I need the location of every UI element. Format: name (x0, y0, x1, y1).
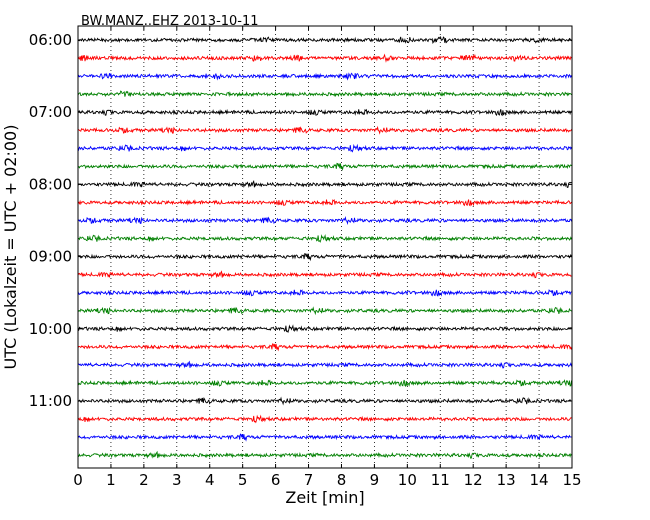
trace-0830 (77, 215, 572, 225)
x-tick-label: 10 (398, 471, 417, 489)
trace-0645 (77, 90, 572, 98)
x-tick-label: 7 (304, 471, 314, 489)
trace-0700 (77, 108, 572, 117)
trace-1045 (77, 379, 572, 387)
x-tick-label: 12 (464, 471, 483, 489)
x-tick-label: 13 (497, 471, 516, 489)
trace-1030 (77, 360, 572, 369)
trace-0600 (77, 36, 572, 45)
trace-1145 (77, 450, 572, 459)
y-axis-label: UTC (Lokalzeit = UTC + 02:00) (1, 125, 20, 370)
x-tick-label: 11 (431, 471, 450, 489)
y-tick-label: 10:00 (29, 320, 72, 338)
trace-0730 (77, 143, 572, 153)
trace-0915 (77, 270, 572, 279)
x-axis-label: Zeit [min] (285, 488, 364, 507)
x-axis: 0 1 2 3 4 5 6 7 8 9 10 11 12 13 14 15 (73, 26, 582, 489)
chart-title: BW.MANZ..EHZ 2013-10-11 (81, 14, 259, 29)
trace-1000 (77, 324, 572, 334)
trace-1100 (77, 396, 572, 406)
x-tick-label: 5 (238, 471, 248, 489)
trace-1015 (77, 343, 572, 352)
x-tick-label: 3 (172, 471, 182, 489)
x-tick-label: 0 (73, 471, 83, 489)
x-tick-label: 15 (562, 471, 581, 489)
trace-group (77, 36, 572, 459)
y-tick-label: 06:00 (29, 31, 72, 49)
x-tick-label: 8 (337, 471, 347, 489)
trace-0715 (77, 125, 572, 135)
trace-0900 (77, 253, 572, 262)
x-grid (110, 26, 540, 468)
y-axis: 06:00 07:00 08:00 09:00 10:00 11:00 (29, 31, 572, 410)
trace-0745 (77, 162, 572, 172)
x-tick-label: 2 (139, 471, 149, 489)
trace-1130 (77, 433, 572, 442)
x-tick-label: 4 (205, 471, 215, 489)
trace-0630 (77, 72, 572, 81)
trace-1115 (77, 414, 572, 424)
trace-0930 (77, 289, 572, 297)
trace-0945 (77, 306, 572, 316)
y-tick-label: 09:00 (29, 248, 72, 266)
y-tick-label: 08:00 (29, 175, 72, 193)
trace-0815 (77, 199, 572, 207)
x-tick-label: 9 (370, 471, 380, 489)
plot-frame (77, 25, 573, 469)
x-tick-label: 6 (271, 471, 281, 489)
trace-0845 (77, 233, 572, 243)
trace-0800 (77, 180, 572, 189)
x-tick-label: 1 (106, 471, 116, 489)
x-tick-label: 14 (530, 471, 549, 489)
trace-0615 (77, 53, 572, 63)
y-tick-label: 07:00 (29, 103, 72, 121)
y-tick-label: 11:00 (29, 392, 72, 410)
